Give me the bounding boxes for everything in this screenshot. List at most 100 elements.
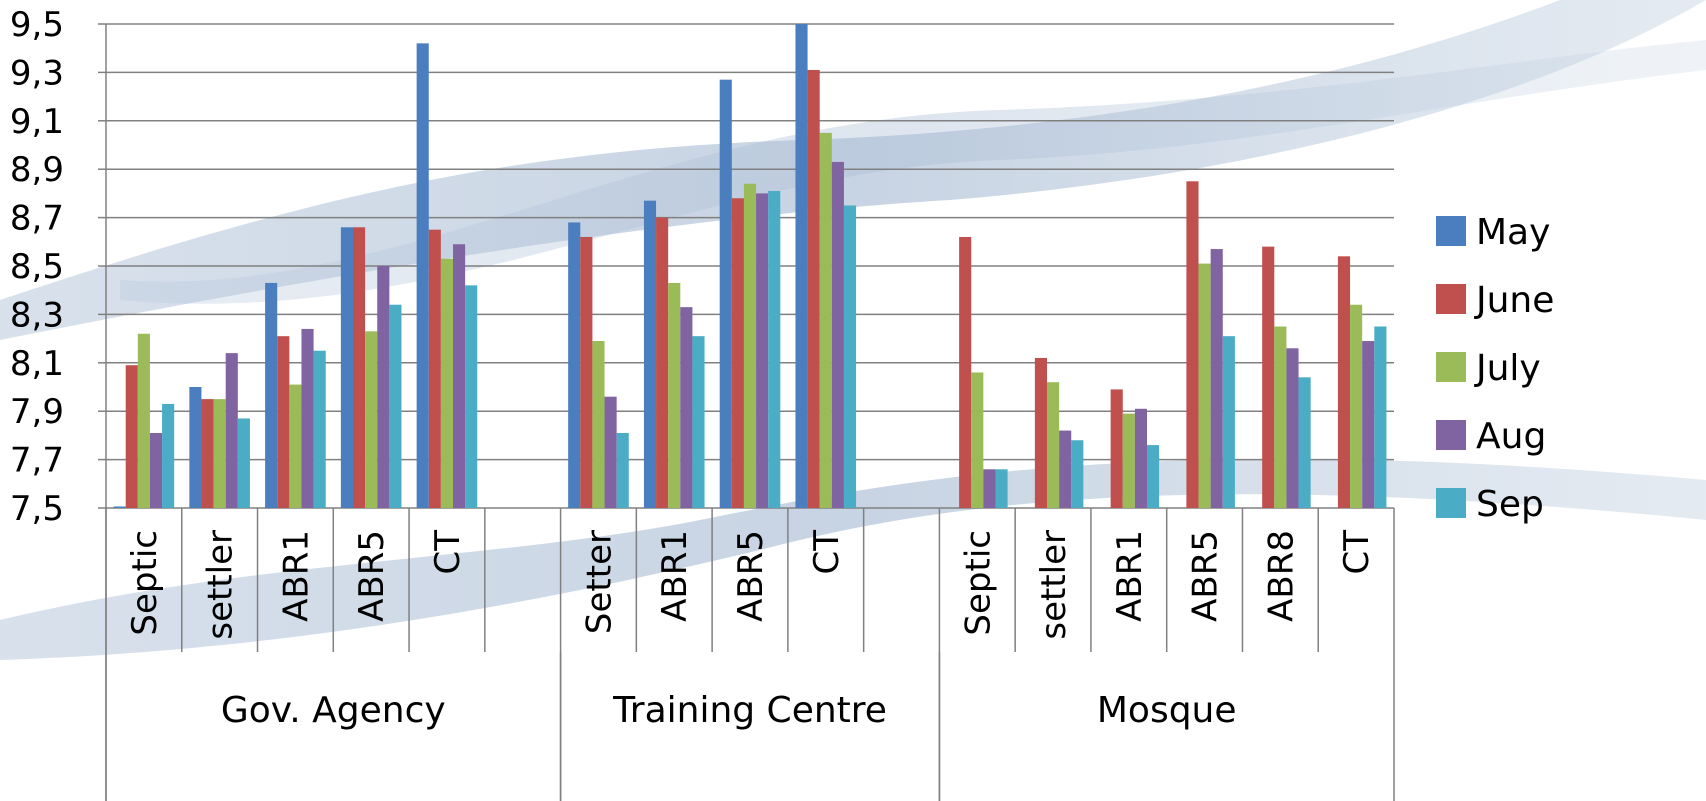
y-tick-label: 9,1	[10, 102, 64, 142]
bar	[1362, 341, 1375, 508]
bar	[225, 353, 238, 508]
x-group-label: Gov. Agency	[221, 690, 446, 731]
y-tick-label: 8,9	[10, 150, 64, 190]
y-tick-label: 9,5	[10, 5, 64, 45]
legend-label: June	[1474, 280, 1554, 321]
bar	[237, 418, 250, 508]
bar	[162, 403, 175, 508]
bar	[352, 227, 366, 508]
bar	[1110, 389, 1123, 508]
x-category-label: settler	[201, 530, 241, 640]
bar	[201, 399, 214, 508]
bar	[843, 205, 857, 508]
x-category-label: ABR1	[1110, 530, 1150, 622]
bar	[604, 396, 617, 508]
bar	[971, 372, 984, 508]
bar	[125, 365, 138, 508]
bar	[1286, 348, 1299, 508]
bar	[668, 282, 681, 508]
bar	[995, 469, 1008, 508]
legend-swatch	[1436, 284, 1466, 314]
bar	[756, 193, 769, 508]
bar	[277, 336, 290, 508]
y-tick-label: 7,7	[10, 441, 64, 481]
bar	[365, 331, 378, 508]
bar	[1059, 430, 1072, 508]
axes	[98, 23, 1395, 801]
bar	[1198, 263, 1211, 508]
bar	[113, 506, 126, 508]
x-category-label: CT	[1337, 530, 1377, 575]
bar	[819, 132, 832, 508]
bar	[1147, 445, 1160, 508]
bar	[428, 229, 441, 508]
bar	[1222, 336, 1235, 508]
legend-label: July	[1474, 348, 1541, 389]
bar	[656, 217, 669, 508]
bar	[137, 333, 150, 508]
bar	[389, 304, 402, 508]
swoosh-shape	[0, 459, 1706, 660]
bar	[1262, 246, 1275, 508]
bar	[149, 432, 163, 508]
bar	[465, 285, 478, 508]
bar	[416, 43, 429, 509]
bars	[113, 24, 1387, 509]
bar	[265, 282, 278, 508]
swoosh-shape	[120, 40, 1706, 304]
bar	[1350, 304, 1363, 508]
bar	[301, 328, 314, 508]
bar	[1134, 408, 1148, 508]
bar	[568, 222, 581, 508]
legend-swatch	[1436, 352, 1466, 382]
bar	[440, 258, 454, 508]
x-category-label: Setter	[579, 530, 619, 634]
bar	[580, 236, 593, 508]
bar	[807, 69, 820, 508]
bar	[983, 469, 996, 508]
y-tick-label: 8,1	[10, 344, 64, 384]
legend-swatch	[1436, 216, 1466, 246]
bar	[340, 227, 353, 508]
x-category-label: ABR5	[352, 530, 392, 622]
bar	[680, 307, 693, 508]
bar	[1122, 413, 1135, 508]
x-category-label: ABR1	[276, 530, 316, 622]
bar	[1298, 377, 1311, 508]
bar	[592, 341, 605, 508]
bar	[1337, 256, 1351, 508]
y-tick-label: 8,3	[10, 295, 64, 335]
bar	[831, 161, 844, 508]
x-category-label: settler	[1034, 530, 1074, 640]
bar	[959, 236, 972, 508]
x-category-label: ABR5	[731, 530, 771, 622]
legend-label: Aug	[1476, 416, 1546, 457]
bar	[1046, 382, 1060, 508]
y-tick-labels: 7,5 7,7 7,9 8,1 8,3 8,5 8,7 8,9 9,1 9,3 9,5	[10, 5, 64, 529]
x-group-label: Training Centre	[612, 690, 887, 731]
bar	[313, 350, 326, 508]
legend-label: May	[1476, 212, 1550, 253]
bar	[453, 244, 466, 508]
x-category-label: ABR5	[1186, 530, 1226, 622]
bar	[377, 266, 390, 508]
x-category-label: Septic	[958, 530, 998, 636]
bar	[213, 399, 226, 508]
x-group-label: Mosque	[1097, 690, 1237, 731]
x-category-label: ABR1	[655, 530, 695, 622]
y-tick-label: 9,3	[10, 53, 64, 93]
bar	[1374, 326, 1387, 508]
legend: May June July Aug Sep	[1436, 212, 1554, 525]
bar	[1210, 249, 1223, 508]
y-tick-label: 7,5	[10, 489, 64, 529]
x-category-labels: Septic settler ABR1 ABR5 CT Setter ABR1 ABR5 CT S…	[125, 530, 1377, 731]
legend-swatch	[1436, 420, 1466, 450]
y-tick-label: 7,9	[10, 392, 64, 432]
bar	[768, 190, 781, 509]
x-category-label: CT	[807, 530, 847, 575]
bar	[743, 183, 757, 508]
bar	[692, 336, 705, 508]
x-category-label: ABR8	[1261, 530, 1301, 622]
bar	[719, 79, 732, 508]
x-category-label: CT	[428, 530, 468, 575]
